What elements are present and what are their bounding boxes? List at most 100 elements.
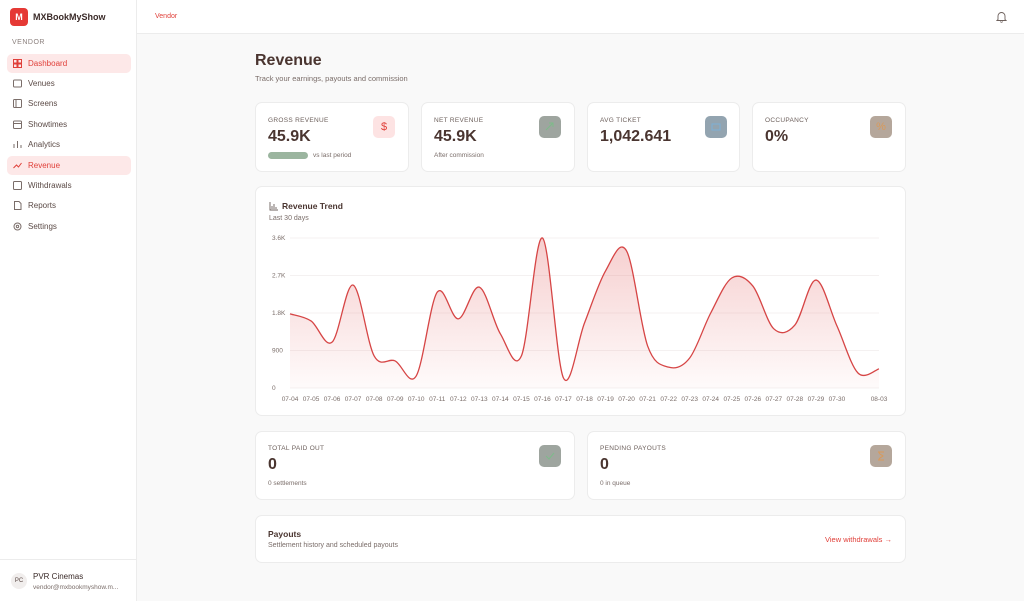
y-tick-label: 0 [272,385,276,392]
y-tick-label: 3.6K [272,235,286,242]
stat-value: 0 [268,456,277,473]
stat-card: NET REVENUE 45.9K After commission [421,102,575,172]
x-tick-label: 07-27 [766,396,783,403]
stat-value: 0 [600,456,609,473]
nav-icon [14,201,22,210]
nav-item[interactable]: Withdrawals [7,176,131,195]
x-tick-label: 07-17 [555,396,572,403]
bell-icon[interactable] [996,11,1007,23]
nav-label: Withdrawals [28,181,72,190]
icon-glyph [711,123,721,131]
nav-item[interactable]: Screens [7,94,131,113]
x-tick-label: 07-07 [345,396,362,403]
stat-icon [539,445,561,467]
stat-label: AVG TICKET [600,117,642,124]
x-tick-label: 07-30 [829,396,846,403]
nav-icon [13,99,22,108]
nav-icon [13,120,22,129]
stat-note: 0 in queue [600,480,631,487]
icon-glyph [878,451,884,461]
stat-icon: $ [373,116,395,138]
stat-icon [870,445,892,467]
payouts-subtitle: Settlement history and scheduled payouts [268,542,398,549]
nav-label: Screens [28,99,58,108]
x-tick-label: 07-09 [387,396,404,403]
sidebar: M MXBookMyShow VENDOR Dashboard Venues S… [0,0,137,601]
stat-label: GROSS REVENUE [268,117,329,124]
nav-icon [13,59,22,68]
avatar: PC [11,573,27,589]
nav-label: Analytics [28,140,61,149]
nav-label: Reports [28,201,57,210]
payouts-card: Payouts Settlement history and scheduled… [255,515,906,563]
stat-value: 1,042.641 [600,128,672,145]
logo: M [10,8,28,26]
brand-name: MXBookMyShow [33,12,106,22]
stat-card: TOTAL PAID OUT 0 0 settlements [255,431,575,500]
nav-label: Settings [28,222,57,231]
chart-card: Revenue Trend Last 30 days 0 900 1.8K 2.7K 3… [255,186,906,416]
divider [0,559,137,560]
x-tick-label: 07-14 [492,396,509,403]
nav-label: Revenue [28,161,61,170]
stat-label: OCCUPANCY [765,117,809,124]
stat-value: 45.9K [434,128,477,145]
page-title: Revenue [255,52,322,69]
chart-icon [269,202,278,211]
x-tick-label: 07-18 [576,396,593,403]
x-tick-label: 07-13 [471,396,488,403]
x-tick-label: 07-28 [787,396,804,403]
chart-title: Revenue Trend [282,201,343,211]
stat-value: 45.9K [268,128,311,145]
stat-note: After commission [434,152,484,159]
icon-glyph [545,452,555,460]
x-tick-label: 07-22 [660,396,677,403]
stat-label: NET REVENUE [434,117,484,124]
x-tick-label: 07-19 [597,396,614,403]
y-tick-label: 1.8K [272,310,286,317]
x-tick-label: 07-26 [744,396,761,403]
breadcrumb[interactable]: Vendor [155,13,178,20]
user-name: PVR Cinemas [33,572,84,581]
view-withdrawals-link[interactable]: View withdrawals → [825,535,892,544]
x-tick-label: 08-03 [871,396,888,403]
nav-item[interactable]: Dashboard [7,54,131,73]
section-label: VENDOR [12,39,45,46]
stat-card: PENDING PAYOUTS 0 0 in queue [587,431,906,500]
stat-card: AVG TICKET 1,042.641 [587,102,740,172]
x-tick-label: 07-05 [303,396,320,403]
nav-label: Dashboard [28,59,68,68]
stat-note: 0 settlements [268,480,307,487]
x-tick-label: 07-10 [408,396,425,403]
y-tick-label: 2.7K [272,273,286,280]
icon-glyph [545,122,554,131]
line [289,237,880,382]
nav-item[interactable]: Analytics [7,135,131,154]
stat-note: vs last period [313,152,352,159]
y-tick-label: 900 [272,348,283,355]
user-email: vendor@mxbookmyshow.m... [33,584,119,591]
stat-card: OCCUPANCY 0% % [752,102,906,172]
nav-icon [13,181,22,190]
stat-icon [539,116,561,138]
x-tick-label: 07-04 [282,396,299,403]
nav-icon [13,162,22,169]
stat-label: PENDING PAYOUTS [600,445,667,452]
stat-label: TOTAL PAID OUT [268,445,325,452]
nav-item[interactable]: Settings [7,217,131,236]
nav-label: Venues [28,79,55,88]
nav-item[interactable]: Showtimes [7,115,131,134]
payouts-title: Payouts [268,529,302,539]
nav-item[interactable]: Reports [7,196,131,215]
x-tick-label: 07-21 [639,396,656,403]
topbar: Vendor [137,0,1024,34]
x-tick-label: 07-15 [513,396,530,403]
x-tick-label: 07-29 [808,396,825,403]
nav-label: Showtimes [28,120,68,129]
nav-icon [13,141,22,148]
stat-icon [705,116,727,138]
nav-item[interactable]: Revenue [7,156,131,175]
nav-item[interactable]: Venues [7,74,131,93]
x-tick-label: 07-08 [366,396,383,403]
chart: 0 900 1.8K 2.7K 3.6K 07-04 07-05 07-06 07-07 07-0… [272,235,888,403]
